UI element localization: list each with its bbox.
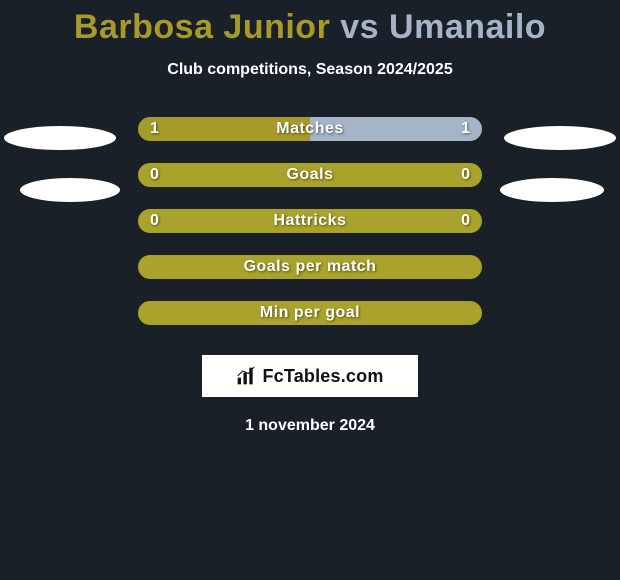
decorative-ellipse-right-1 (504, 126, 616, 150)
subtitle: Club competitions, Season 2024/2025 (0, 61, 620, 79)
stat-label-matches: Matches (276, 120, 344, 138)
stat-label-mpg: Min per goal (260, 304, 360, 322)
stat-left-goals: 0 (150, 166, 159, 184)
stat-label-gpm: Goals per match (244, 258, 377, 276)
brand-box: FcTables.com (202, 355, 418, 397)
bar-chart-icon (236, 366, 256, 386)
stat-left-matches: 1 (150, 120, 159, 138)
title-vs: vs (330, 8, 389, 46)
player-right-name: Umanailo (389, 8, 546, 46)
decorative-ellipse-left-1 (4, 126, 116, 150)
stat-row-hattricks: 0 Hattricks 0 (138, 209, 482, 233)
page-title: Barbosa Junior vs Umanailo (0, 0, 620, 47)
stat-row-matches: 1 Matches 1 (138, 117, 482, 141)
stat-right-matches: 1 (461, 120, 470, 138)
brand-text: FcTables.com (262, 366, 383, 387)
player-left-name: Barbosa Junior (74, 8, 330, 46)
stat-right-hattricks: 0 (461, 212, 470, 230)
stat-label-hattricks: Hattricks (274, 212, 347, 230)
stats-container: 1 Matches 1 0 Goals 0 0 Hattricks 0 Goal… (0, 117, 620, 325)
date-label: 1 november 2024 (0, 417, 620, 435)
stat-right-goals: 0 (461, 166, 470, 184)
decorative-ellipse-left-2 (20, 178, 120, 202)
stat-row-goals: 0 Goals 0 (138, 163, 482, 187)
decorative-ellipse-right-2 (500, 178, 604, 202)
stat-label-goals: Goals (287, 166, 334, 184)
stat-row-mpg: Min per goal (138, 301, 482, 325)
stat-left-hattricks: 0 (150, 212, 159, 230)
stat-row-gpm: Goals per match (138, 255, 482, 279)
